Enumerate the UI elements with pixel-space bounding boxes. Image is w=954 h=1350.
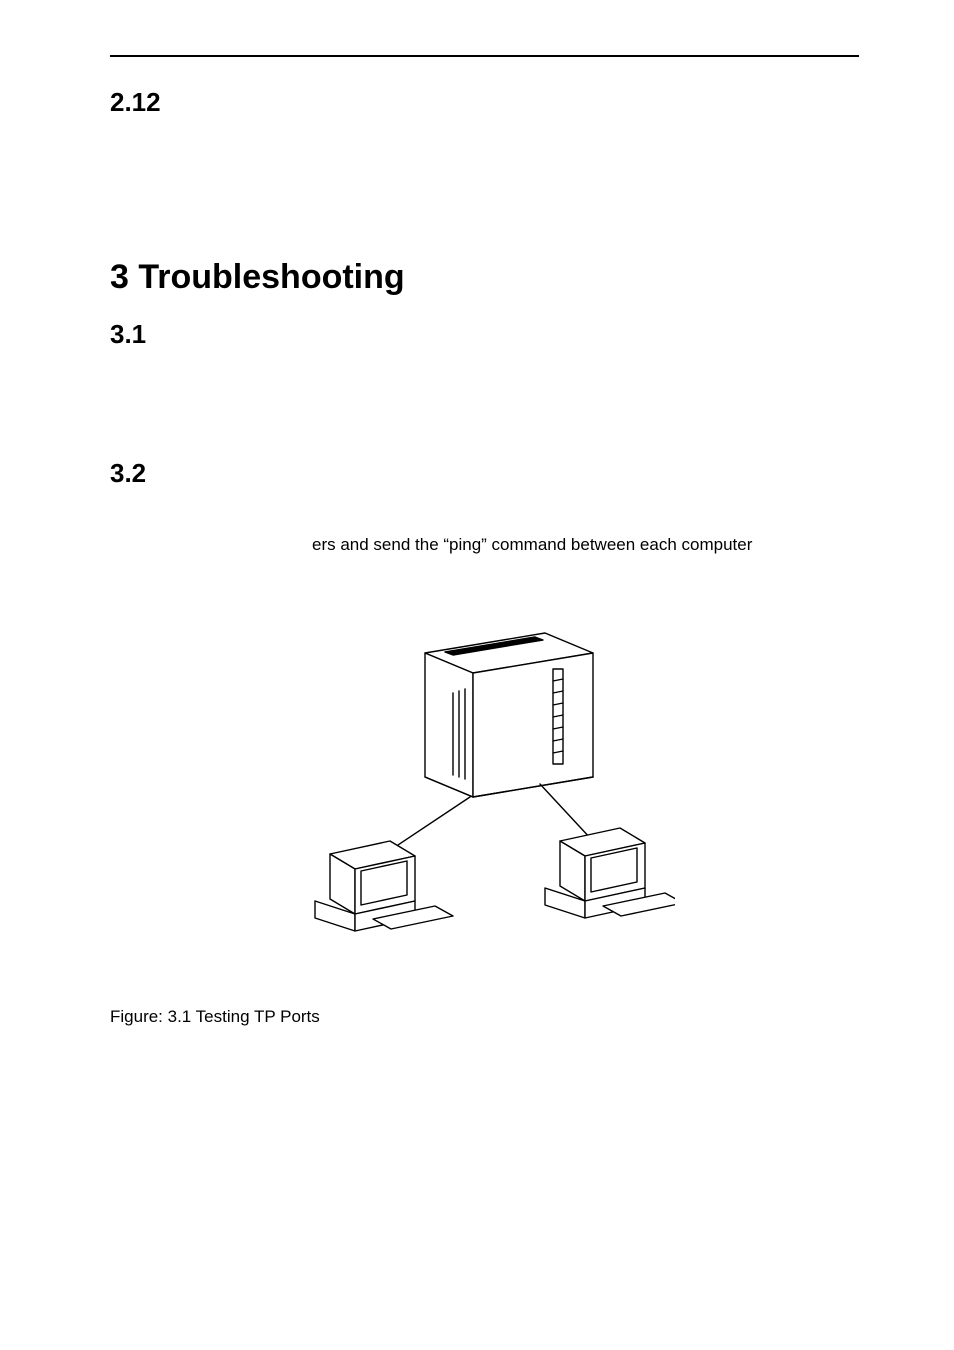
computer-left-icon bbox=[315, 841, 453, 931]
figure-3-1-diagram bbox=[295, 619, 675, 939]
section-3-2-number: 3.2 bbox=[110, 458, 859, 489]
section-2-12-number: 2.12 bbox=[110, 87, 859, 118]
figure-3-1-container bbox=[110, 619, 859, 959]
section-3-2-body-fragment: ers and send the “ping” command between … bbox=[110, 535, 859, 555]
top-horizontal-rule bbox=[110, 55, 859, 57]
figure-3-1-caption: Figure: 3.1 Testing TP Ports bbox=[110, 1007, 859, 1027]
computer-right-icon bbox=[545, 828, 675, 918]
switch-icon bbox=[425, 633, 593, 797]
section-3-1-number: 3.1 bbox=[110, 319, 859, 350]
chapter-3-title: 3 Troubleshooting bbox=[110, 258, 859, 297]
